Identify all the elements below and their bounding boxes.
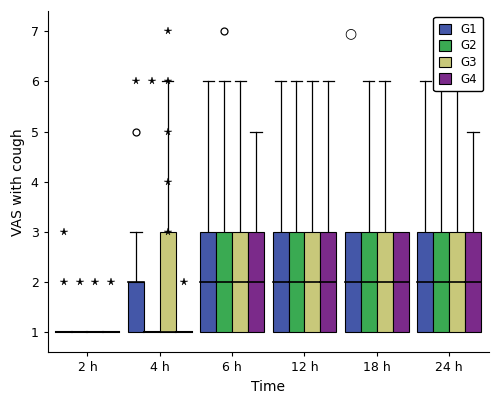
Bar <box>160 232 176 332</box>
Legend: G1, G2, G3, G4: G1, G2, G3, G4 <box>434 17 483 92</box>
Bar <box>392 232 408 332</box>
Bar <box>288 232 304 332</box>
X-axis label: Time: Time <box>252 380 286 394</box>
Bar <box>361 232 377 332</box>
Bar <box>377 232 392 332</box>
Y-axis label: VAS with cough: VAS with cough <box>11 128 25 236</box>
Bar <box>449 232 465 332</box>
Bar <box>248 232 264 332</box>
Bar <box>345 232 361 332</box>
Bar <box>216 232 232 332</box>
Bar <box>465 232 481 332</box>
Bar <box>200 232 216 332</box>
Bar <box>418 232 433 332</box>
Bar <box>433 232 449 332</box>
Bar <box>232 232 248 332</box>
Bar <box>304 232 320 332</box>
Bar <box>272 232 288 332</box>
Bar <box>320 232 336 332</box>
Text: ○: ○ <box>344 26 356 40</box>
Bar <box>128 282 144 332</box>
